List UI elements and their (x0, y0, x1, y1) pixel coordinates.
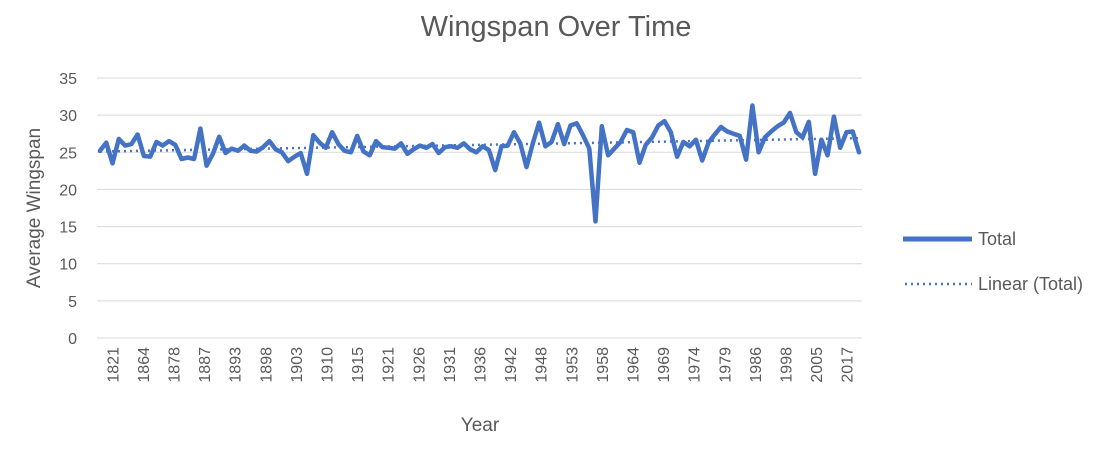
x-tick-label: 1887 (197, 347, 214, 383)
y-tick-label: 30 (59, 108, 77, 125)
y-tick-label: 10 (59, 257, 77, 274)
gridlines (97, 77, 862, 302)
y-tick-label: 25 (59, 145, 77, 162)
x-tick-label: 1969 (656, 347, 673, 383)
x-tick-label: 1864 (136, 347, 153, 383)
x-tick-label: 1979 (717, 347, 734, 383)
x-tick-label: 1893 (228, 347, 245, 383)
y-tick-label: 0 (68, 331, 77, 348)
x-tick-label: 1986 (748, 347, 765, 383)
x-tick-label: 1926 (411, 347, 428, 383)
x-tick-label: 1915 (350, 347, 367, 383)
y-tick-label: 15 (59, 220, 77, 237)
series-total-line (97, 103, 862, 224)
legend-label-linear: Linear (Total) (978, 274, 1083, 294)
x-tick-label: 1898 (258, 347, 275, 383)
x-tick-label: 1903 (289, 347, 306, 383)
x-tick-label: 1910 (320, 347, 337, 383)
x-tick-label: 2017 (840, 347, 857, 383)
x-tick-label: 1878 (167, 347, 184, 383)
x-tick-label: 1953 (564, 347, 581, 383)
y-axis-ticks: 0 5 10 15 20 25 30 35 (59, 71, 77, 348)
x-tick-label: 1936 (473, 347, 490, 383)
x-axis-ticks: 1821 1864 1878 1887 1893 1898 1903 1910 1915 1921… (105, 347, 856, 383)
x-tick-label: 1948 (534, 347, 551, 383)
x-tick-label: 1942 (503, 347, 520, 383)
plot-area (97, 103, 862, 224)
x-tick-label: 1974 (687, 347, 704, 383)
x-tick-label: 1821 (105, 347, 122, 383)
y-tick-label: 35 (59, 71, 77, 88)
x-tick-label: 1964 (626, 347, 643, 383)
x-tick-label: 1931 (442, 347, 459, 383)
x-tick-label: 1958 (595, 347, 612, 383)
x-tick-label: 1998 (779, 347, 796, 383)
y-tick-label: 20 (59, 182, 77, 199)
legend: Total Linear (Total) (903, 229, 1083, 294)
x-tick-label: 2005 (809, 347, 826, 383)
y-tick-label: 5 (68, 294, 77, 311)
x-axis-title: Year (461, 415, 500, 436)
series-linear-total-trendline (99, 136, 860, 153)
y-axis-title: Average Wingspan (24, 128, 45, 288)
legend-label-total: Total (978, 229, 1016, 249)
chart-title: Wingspan Over Time (421, 11, 692, 43)
x-tick-label: 1921 (381, 347, 398, 383)
